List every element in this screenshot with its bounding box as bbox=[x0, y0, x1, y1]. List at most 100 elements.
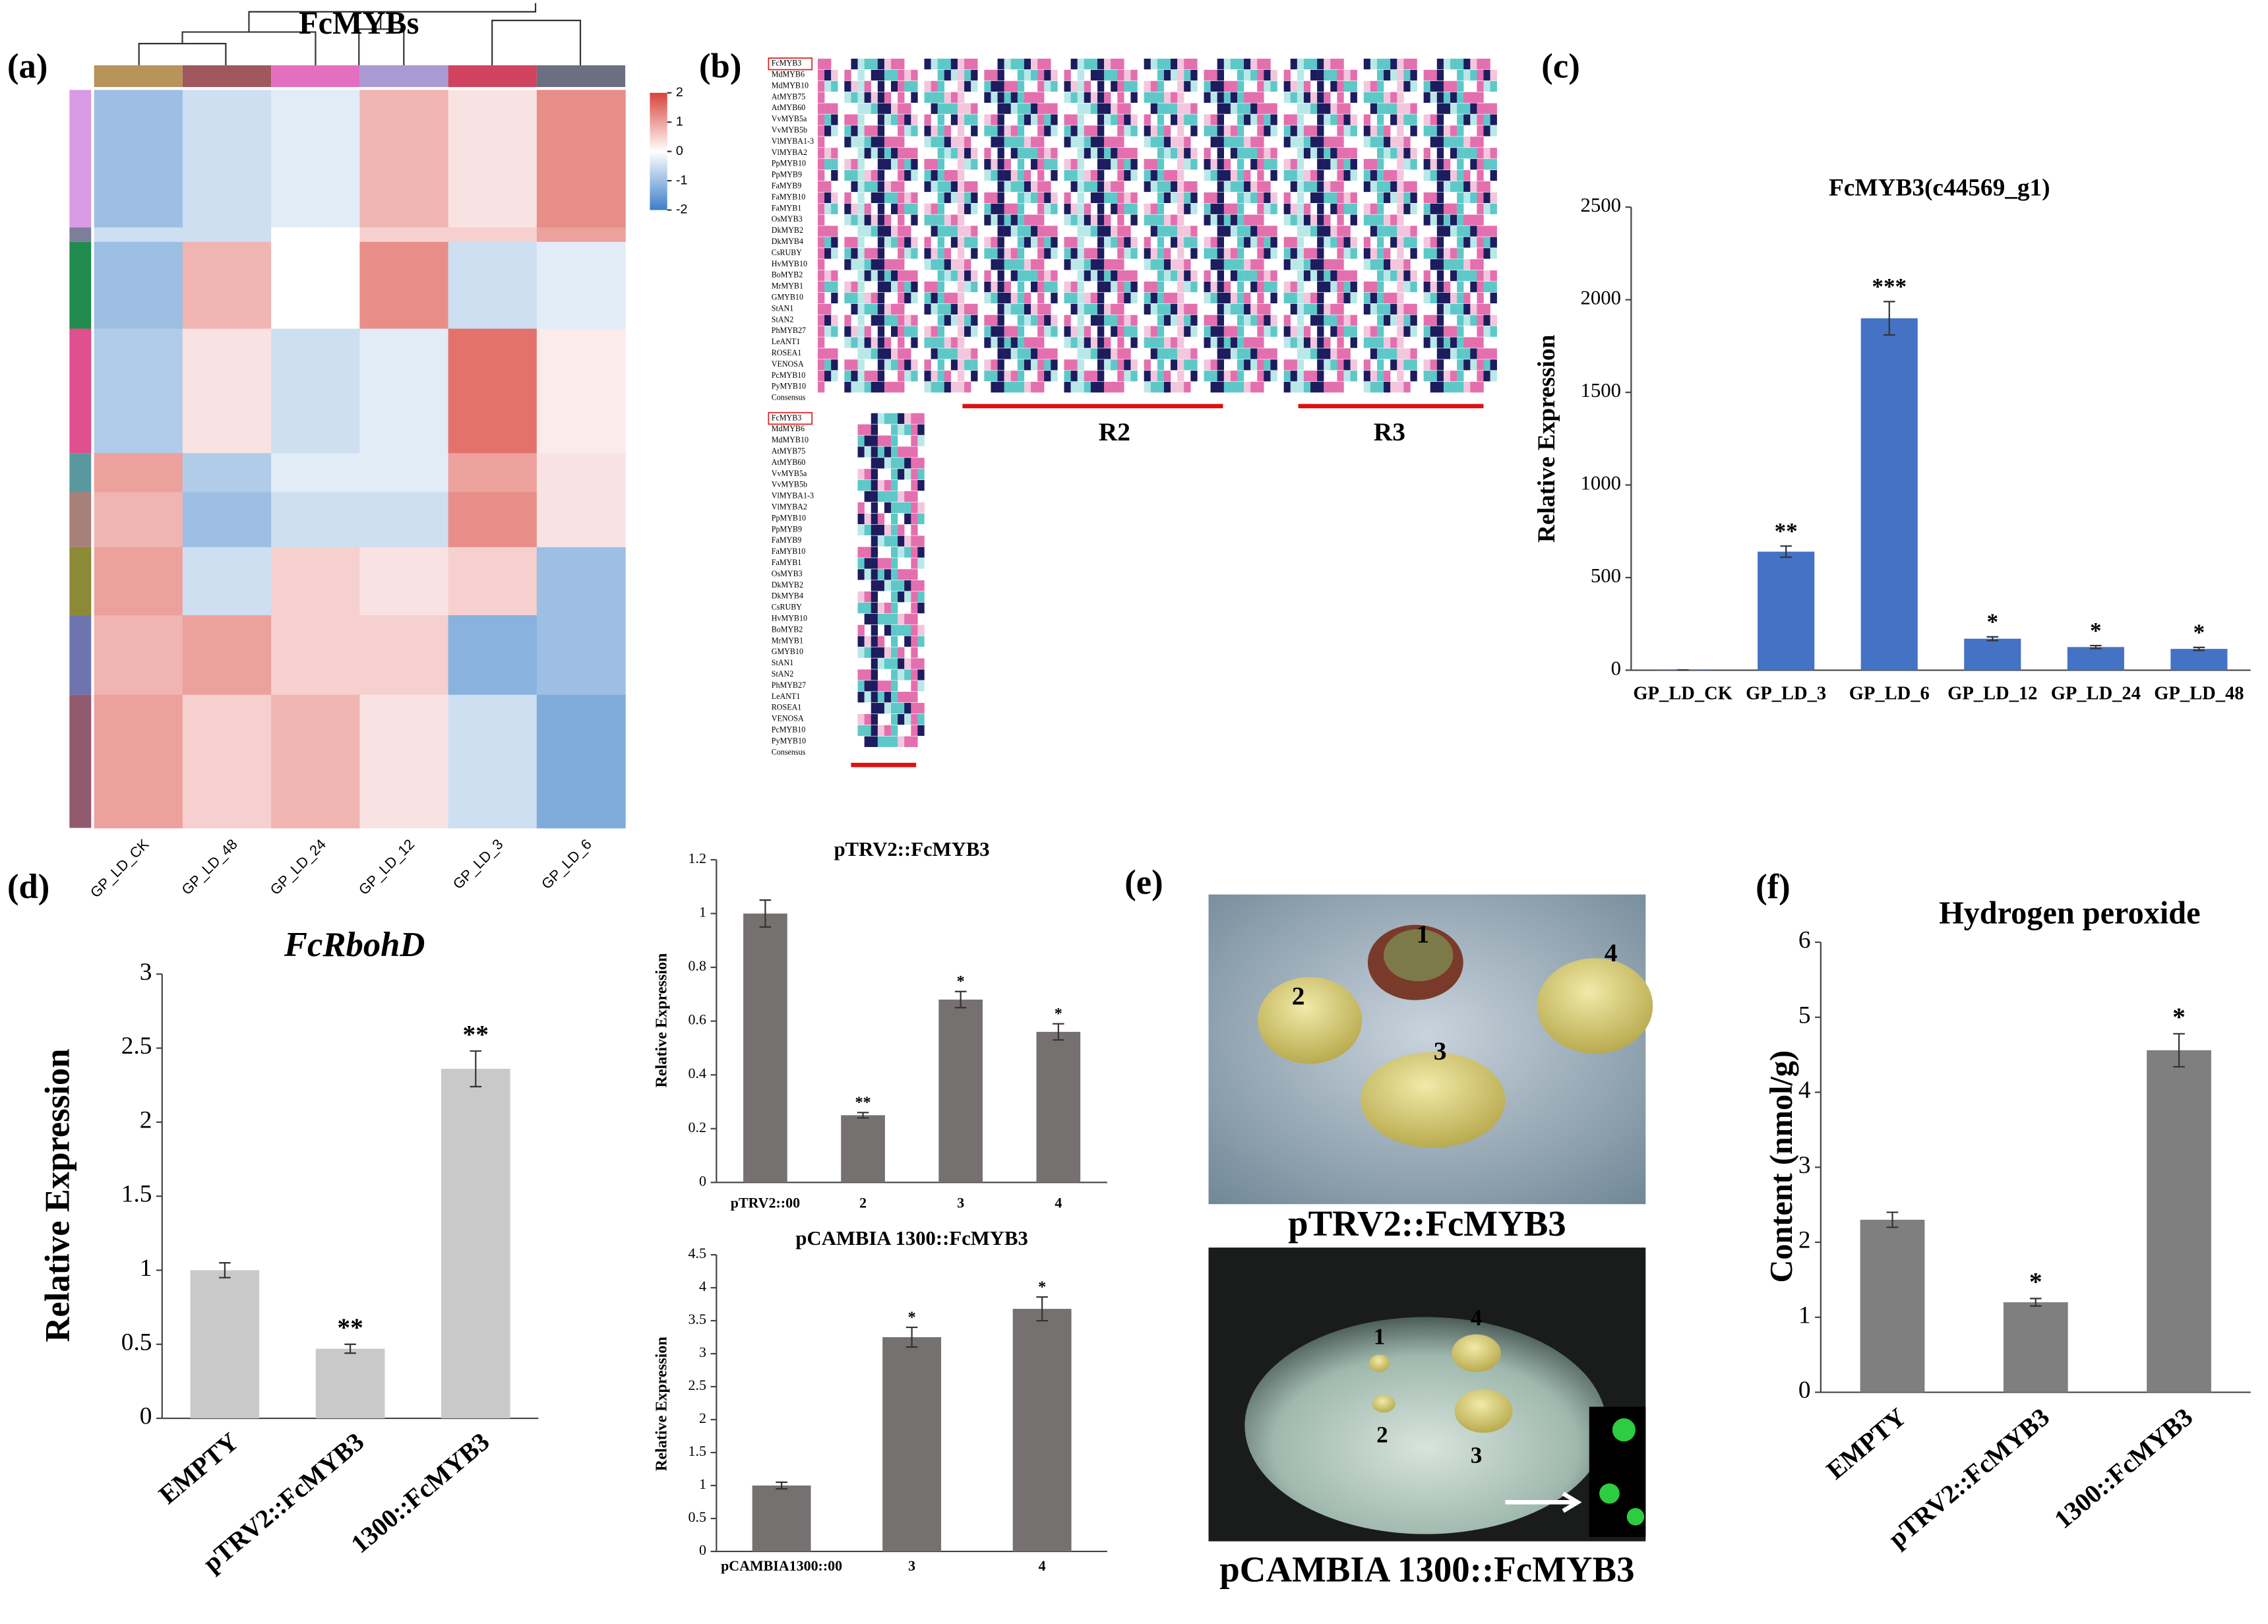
residue bbox=[1010, 371, 1018, 382]
residue bbox=[1017, 359, 1025, 371]
residue bbox=[1217, 281, 1225, 293]
residue bbox=[898, 103, 905, 114]
residue bbox=[1111, 181, 1118, 193]
residue bbox=[1204, 114, 1211, 125]
residue bbox=[997, 80, 1004, 92]
residue bbox=[1370, 382, 1378, 393]
residue bbox=[1024, 92, 1031, 103]
residue bbox=[824, 148, 832, 159]
residue bbox=[824, 69, 832, 81]
residue bbox=[1363, 136, 1371, 148]
residue bbox=[1397, 203, 1404, 214]
residue bbox=[1204, 80, 1211, 92]
residue bbox=[1044, 270, 1051, 282]
residue bbox=[1144, 80, 1151, 92]
residue bbox=[1124, 359, 1131, 371]
residue bbox=[1310, 103, 1318, 114]
residue bbox=[1124, 169, 1131, 181]
residue bbox=[1163, 315, 1171, 326]
residue bbox=[1157, 181, 1165, 193]
residue bbox=[1177, 270, 1184, 282]
residue bbox=[1436, 136, 1444, 148]
residue bbox=[1217, 148, 1225, 159]
y-tick-label: 2 bbox=[140, 1106, 152, 1133]
residue bbox=[1264, 348, 1271, 359]
sequence-name: PpMYB10 bbox=[772, 159, 806, 168]
residue bbox=[1363, 303, 1371, 315]
residue bbox=[1257, 92, 1264, 103]
residue bbox=[1223, 348, 1231, 359]
residue bbox=[877, 281, 885, 293]
sequence-name: FaMYB10 bbox=[772, 547, 806, 556]
residue bbox=[1237, 259, 1244, 270]
residue bbox=[1150, 303, 1158, 315]
sequence-name: FcMYB3 bbox=[772, 59, 802, 68]
residue bbox=[1350, 169, 1357, 181]
residue bbox=[991, 315, 998, 326]
residue bbox=[1024, 136, 1031, 148]
residue bbox=[1217, 371, 1225, 382]
residue bbox=[1324, 382, 1331, 393]
residue bbox=[1423, 337, 1430, 348]
residue bbox=[1264, 371, 1271, 382]
residue bbox=[937, 169, 945, 181]
residue bbox=[884, 703, 892, 714]
residue bbox=[1297, 270, 1304, 282]
calli-bottom bbox=[1369, 1334, 1513, 1433]
residue bbox=[1384, 169, 1391, 181]
residue bbox=[1230, 292, 1238, 304]
residue bbox=[857, 326, 865, 337]
residue bbox=[1337, 226, 1344, 237]
residue bbox=[898, 337, 905, 348]
residue bbox=[911, 736, 918, 747]
residue bbox=[924, 237, 931, 248]
residue bbox=[1004, 125, 1011, 136]
residue bbox=[1130, 371, 1138, 382]
residue bbox=[1270, 103, 1277, 114]
residue bbox=[1470, 259, 1477, 270]
heat-cell bbox=[182, 328, 272, 454]
residue bbox=[1397, 281, 1404, 293]
residue bbox=[1037, 371, 1045, 382]
x-tick-label: GP_LD_CK bbox=[1633, 683, 1732, 704]
residue bbox=[1111, 103, 1118, 114]
residue bbox=[1297, 148, 1304, 159]
residue bbox=[1070, 92, 1078, 103]
residue bbox=[857, 513, 865, 524]
residue bbox=[1403, 315, 1411, 326]
residue bbox=[1217, 136, 1225, 148]
residue bbox=[1024, 315, 1031, 326]
residue bbox=[1337, 359, 1344, 371]
residue bbox=[1310, 214, 1318, 226]
residue bbox=[877, 337, 885, 348]
y-tick-label: 1.2 bbox=[689, 850, 706, 866]
residue bbox=[1077, 136, 1085, 148]
residue bbox=[1384, 292, 1391, 304]
residue bbox=[1443, 136, 1451, 148]
residue bbox=[1237, 125, 1244, 136]
residue bbox=[871, 192, 878, 203]
significance: * bbox=[908, 1308, 916, 1326]
residue bbox=[944, 169, 952, 181]
residue bbox=[1037, 159, 1045, 170]
residue bbox=[1031, 226, 1038, 237]
residue bbox=[857, 69, 865, 81]
residue bbox=[997, 214, 1004, 226]
residue bbox=[1450, 214, 1457, 226]
residue bbox=[1010, 326, 1018, 337]
residue bbox=[857, 359, 865, 371]
residue bbox=[924, 80, 931, 92]
residue bbox=[1117, 237, 1124, 248]
residue bbox=[1204, 169, 1211, 181]
residue bbox=[911, 535, 918, 547]
residue bbox=[824, 80, 832, 92]
residue bbox=[1436, 203, 1444, 214]
residue bbox=[1184, 192, 1191, 203]
residue bbox=[1376, 248, 1384, 259]
residue bbox=[1051, 315, 1058, 326]
residue bbox=[1363, 214, 1371, 226]
residue bbox=[1270, 359, 1277, 371]
residue bbox=[1384, 270, 1391, 282]
residue bbox=[1490, 248, 1497, 259]
residue bbox=[950, 214, 958, 226]
